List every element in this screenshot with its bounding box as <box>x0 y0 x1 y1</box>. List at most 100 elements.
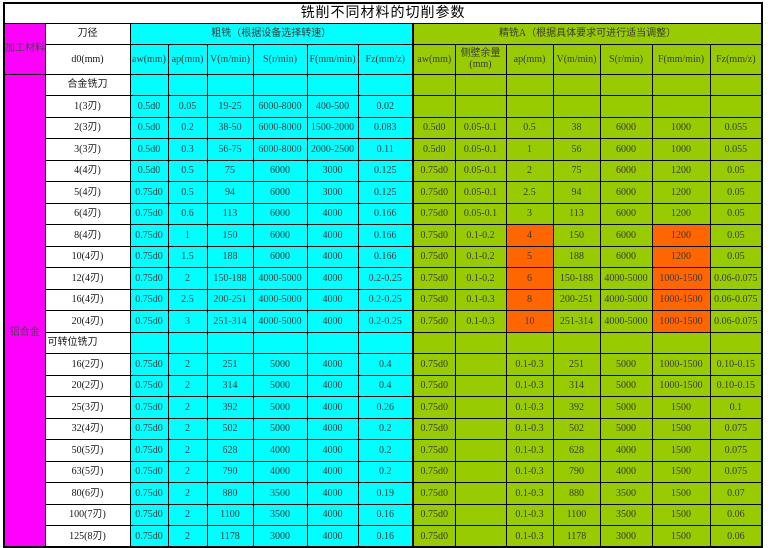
finish-fz-cell: 0.05 <box>709 181 763 204</box>
tool-diameter-cell: 1(3刃) <box>44 95 131 118</box>
finish-s-cell: 3000 <box>599 525 653 548</box>
rough-f-cell <box>306 331 359 354</box>
finish-f-cell: 1200 <box>651 245 711 268</box>
rough-s-cell: 5000 <box>252 396 308 419</box>
finish-fz-header: Fz(mm/z) <box>709 43 763 75</box>
finish-fz-cell <box>709 95 763 118</box>
finish-f-cell: 1500 <box>651 460 711 483</box>
rough-f-cell: 4000 <box>306 353 359 376</box>
finish-ap-cell: 10 <box>505 310 554 333</box>
finish-ap-cell: 0.1-0.3 <box>505 353 554 376</box>
rough-v-cell: 251-314 <box>206 310 254 333</box>
finish-sidewall-cell <box>454 482 507 505</box>
rough-fz-cell: 0.2-0.25 <box>357 288 414 311</box>
finish-ap-cell: 0.1-0.3 <box>505 503 554 526</box>
rough-ap-cell: 2 <box>167 374 208 397</box>
finish-fz-cell: 0.07 <box>709 482 763 505</box>
finish-sidewall-cell <box>454 503 507 526</box>
rough-aw-cell <box>129 73 169 96</box>
finish-ap-cell: 0.1-0.3 <box>505 374 554 397</box>
rough-fz-header: Fz(mm/z) <box>357 43 414 75</box>
worksheet: 铣削不同材料的切削参数 加工材料 刀径 粗铣（根据设备选择转速） 精铣A（根据具… <box>3 2 764 548</box>
finish-sidewall-cell <box>454 460 507 483</box>
finish-aw-cell <box>412 73 456 96</box>
parameter-row: 32(4刃) 0.75d0 2 502 5000 4000 0.2 0.75d0 0.1-0.3… <box>4 417 763 440</box>
finish-v-cell: 113 <box>552 202 601 225</box>
rough-ap-cell: 3 <box>167 310 208 333</box>
rough-v-cell: 150-188 <box>206 267 254 290</box>
rough-ap-cell: 2 <box>167 439 208 462</box>
finish-aw-cell <box>412 331 456 354</box>
rough-s-cell: 6000 <box>252 159 308 182</box>
rough-v-cell <box>206 73 254 96</box>
tool-diameter-cell: 80(6刃) <box>44 482 131 505</box>
finish-ap-cell <box>505 331 554 354</box>
finish-sidewall-cell <box>454 439 507 462</box>
finish-aw-cell: 0.75d0 <box>412 202 456 225</box>
rough-v-cell: 188 <box>206 245 254 268</box>
rough-f-cell: 1500-2000 <box>306 116 359 139</box>
rough-s-cell: 3000 <box>252 525 308 548</box>
rough-aw-cell: 0.75d0 <box>129 267 169 290</box>
finish-s-cell: 5000 <box>599 417 653 440</box>
rough-fz-cell: 0.2-0.25 <box>357 267 414 290</box>
rough-aw-cell: 0.75d0 <box>129 439 169 462</box>
rough-v-cell: 94 <box>206 181 254 204</box>
finish-fz-cell: 0.05 <box>709 245 763 268</box>
rough-fz-cell: 0.083 <box>357 116 414 139</box>
rough-aw-cell: 0.75d0 <box>129 396 169 419</box>
finish-ap-cell: 0.1-0.3 <box>505 417 554 440</box>
finish-s-cell: 5000 <box>599 353 653 376</box>
rough-aw-cell <box>129 331 169 354</box>
rough-v-cell: 880 <box>206 482 254 505</box>
page-title: 铣削不同材料的切削参数 <box>3 2 763 24</box>
finish-sidewall-cell <box>454 417 507 440</box>
rough-s-cell: 4000 <box>252 439 308 462</box>
finish-aw-cell: 0.75d0 <box>412 417 456 440</box>
finish-ap-cell: 8 <box>505 288 554 311</box>
rough-fz-cell: 0.02 <box>357 95 414 118</box>
finish-aw-cell: 0.75d0 <box>412 525 456 548</box>
finish-sidewall-cell <box>454 73 507 96</box>
finish-f-cell: 1500 <box>651 503 711 526</box>
parameter-row: 6(4刃) 0.75d0 0.6 113 6000 4000 0.166 0.75d0 0.05… <box>4 202 763 225</box>
finish-s-cell: 4000 <box>599 460 653 483</box>
tool-diameter-cell: 10(4刃) <box>44 245 131 268</box>
finish-fz-cell: 0.10-0.15 <box>709 374 763 397</box>
finish-fz-cell: 0.06 <box>709 525 763 548</box>
finish-sidewall-cell <box>454 95 507 118</box>
finish-aw-cell: 0.75d0 <box>412 374 456 397</box>
rough-s-cell <box>252 331 308 354</box>
rough-fz-cell <box>357 331 414 354</box>
finish-v-cell: 502 <box>552 417 601 440</box>
tool-type-label-cell: 可转位铣刀 <box>44 331 131 354</box>
finish-v-cell: 94 <box>552 181 601 204</box>
rough-ap-cell: 0.5 <box>167 159 208 182</box>
rough-v-cell: 392 <box>206 396 254 419</box>
rough-f-cell: 4000 <box>306 288 359 311</box>
finish-fz-cell: 0.055 <box>709 116 763 139</box>
finish-fz-cell: 0.05 <box>709 202 763 225</box>
tool-diameter-cell: 20(2刃) <box>44 374 131 397</box>
finish-s-cell: 6000 <box>599 181 653 204</box>
finish-f-cell <box>651 73 711 96</box>
finish-s-cell: 3500 <box>599 503 653 526</box>
finish-fz-cell <box>709 331 763 354</box>
rough-f-cell: 3000 <box>306 181 359 204</box>
finish-ap-cell: 4 <box>505 224 554 247</box>
rough-v-cell: 314 <box>206 374 254 397</box>
rough-fz-cell: 0.166 <box>357 202 414 225</box>
rough-s-cell: 4000-5000 <box>252 288 308 311</box>
finish-s-cell <box>599 95 653 118</box>
rough-f-cell: 4000 <box>306 460 359 483</box>
rough-ap-cell: 2 <box>167 353 208 376</box>
rough-aw-cell: 0.5d0 <box>129 138 169 161</box>
rough-fz-cell: 0.19 <box>357 482 414 505</box>
rough-v-header: V(m/min) <box>206 43 254 75</box>
rough-fz-cell: 0.2 <box>357 417 414 440</box>
finish-v-cell: 56 <box>552 138 601 161</box>
table-body: 铝合金 合金铣刀 1(3刃) 0.5d0 0.05 19-25 6000-8000 400-5… <box>3 73 763 548</box>
finish-s-cell: 5000 <box>599 374 653 397</box>
finish-f-header: F(mm/min) <box>651 43 711 75</box>
parameter-row: 100(7刃) 0.75d0 2 1100 3500 4000 0.16 0.75d0 0.1-… <box>4 503 763 526</box>
